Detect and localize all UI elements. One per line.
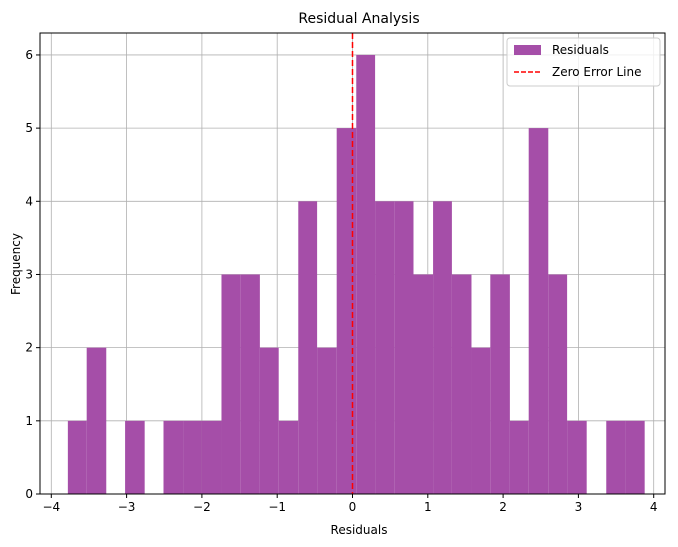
x-axis-ticks: −4 −3 −2 −1 0 1 2 3 4: [42, 494, 658, 514]
histogram-bar: [394, 201, 414, 495]
x-tick-label: −4: [42, 500, 60, 514]
y-tick-label: 5: [25, 121, 33, 135]
histogram-bar: [86, 347, 107, 494]
histogram-bar: [567, 420, 587, 494]
histogram-bar: [509, 420, 529, 494]
histogram-bar: [259, 347, 279, 494]
legend-label-residuals: Residuals: [552, 43, 609, 57]
legend: Residuals Zero Error Line: [506, 37, 661, 87]
histogram-bar: [451, 274, 472, 494]
histogram-bar: [528, 128, 549, 494]
y-tick-label: 2: [25, 341, 33, 355]
histogram-bar: [375, 201, 395, 495]
x-tick-label: 0: [349, 500, 357, 514]
chart-title: Residual Analysis: [298, 11, 419, 27]
histogram-bar: [433, 201, 452, 495]
histogram-bar: [298, 201, 318, 495]
histogram-bar: [625, 420, 645, 494]
y-axis-title: Frequency: [9, 233, 23, 295]
histogram-bar: [471, 347, 491, 494]
x-tick-label: −2: [193, 500, 211, 514]
y-tick-label: 0: [25, 487, 33, 501]
histogram-bar: [548, 274, 568, 494]
histogram-bar: [490, 274, 510, 494]
histogram-bar: [336, 128, 357, 494]
plot-area: [39, 32, 666, 495]
histogram-bar: [183, 420, 202, 494]
y-tick-label: 3: [25, 267, 33, 281]
histogram-bars: [67, 54, 645, 495]
histogram-bar: [317, 347, 337, 494]
x-tick-label: 4: [650, 500, 658, 514]
y-tick-label: 6: [25, 48, 33, 62]
x-tick-label: −3: [118, 500, 136, 514]
x-tick-label: −1: [268, 500, 286, 514]
histogram-bar: [201, 420, 222, 494]
histogram-bar: [240, 274, 260, 494]
legend-label-zero-error-line: Zero Error Line: [552, 65, 642, 79]
x-tick-label: 1: [424, 500, 432, 514]
histogram-bar: [278, 420, 299, 494]
histogram-bar: [606, 420, 626, 494]
histogram-bar: [221, 274, 241, 494]
histogram-bar: [356, 54, 376, 494]
y-tick-label: 4: [25, 194, 33, 208]
legend-box: [506, 37, 661, 87]
histogram-bar: [67, 420, 87, 494]
histogram-bar: [413, 274, 434, 494]
x-axis-title: Residuals: [331, 523, 388, 537]
histogram-bar: [125, 420, 145, 494]
histogram-bar: [163, 420, 184, 494]
y-axis-ticks: 0 1 2 3 4 5 6: [25, 48, 40, 501]
x-tick-label: 2: [499, 500, 507, 514]
x-tick-label: 3: [575, 500, 583, 514]
y-tick-label: 1: [25, 414, 33, 428]
legend-patch-residuals: [514, 45, 541, 55]
